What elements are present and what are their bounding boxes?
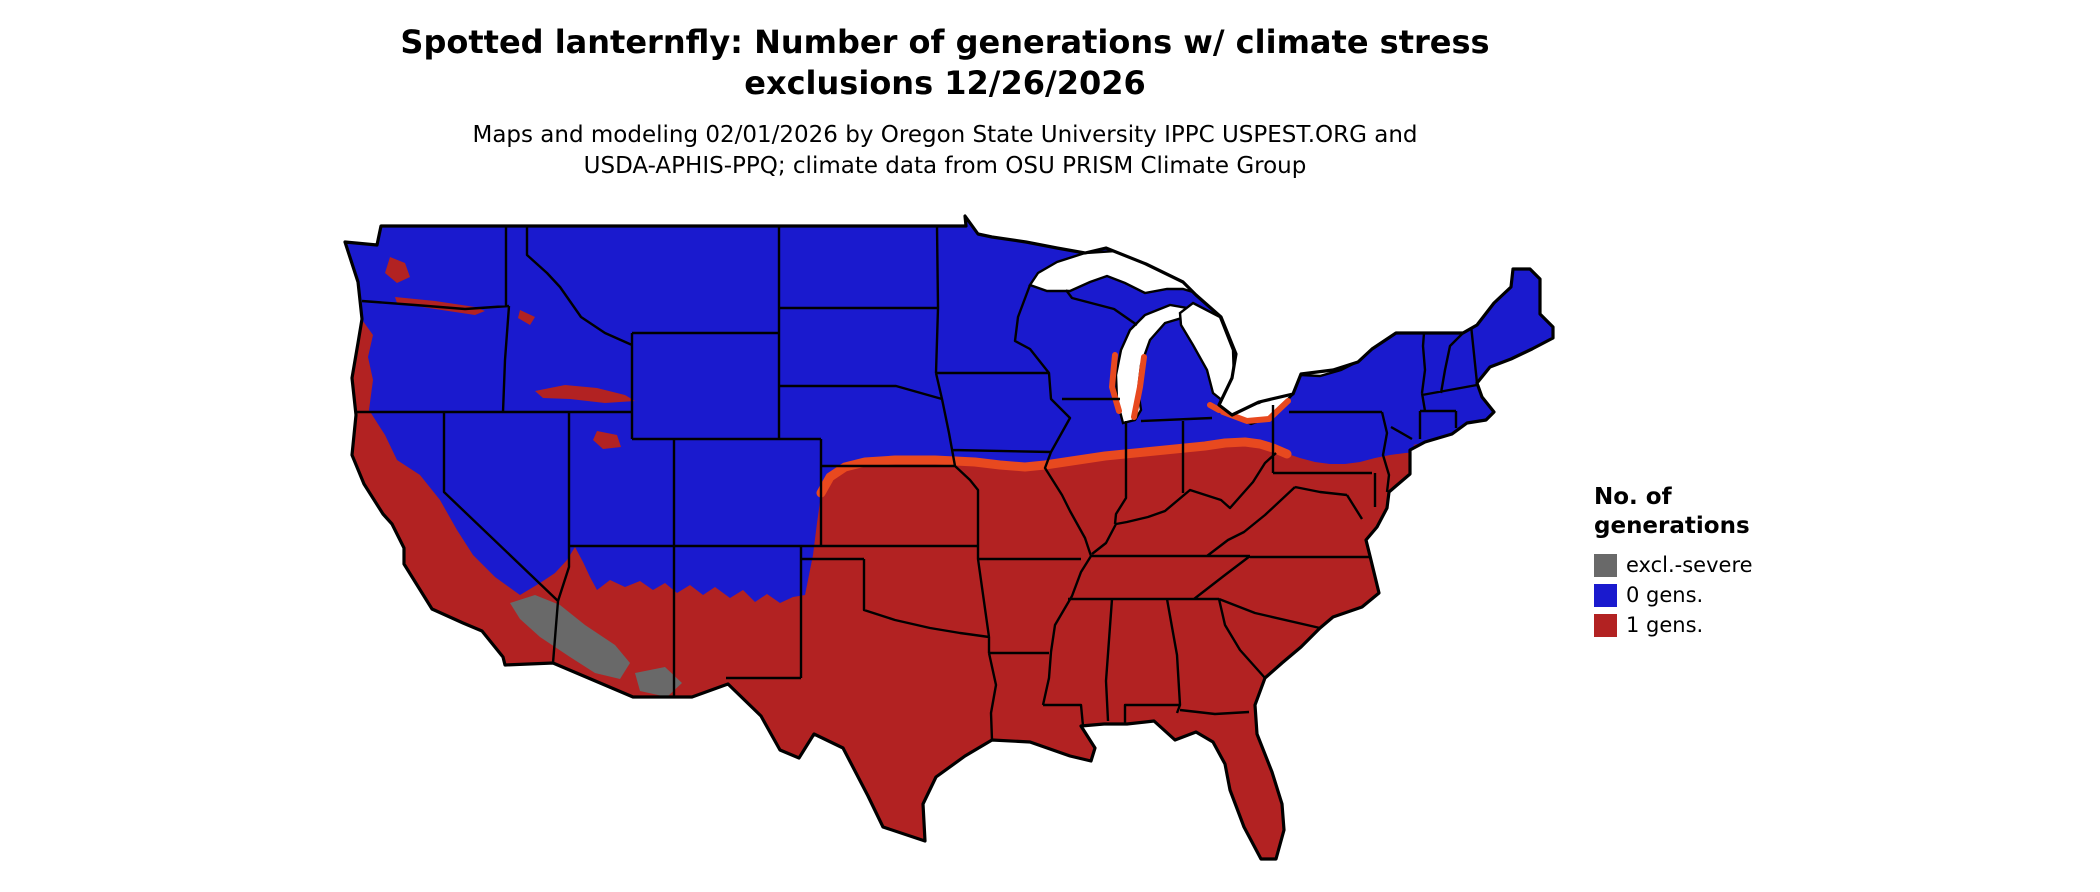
legend: No. of generations excl.-severe 0 gens. … (1594, 483, 1854, 643)
map-title-line2: exclusions 12/26/2026 (744, 63, 1146, 102)
legend-item-excl-severe: excl.-severe (1594, 553, 1854, 579)
legend-label-zero-gens: 0 gens. (1626, 583, 1704, 607)
lake-superior (1028, 249, 1194, 295)
legend-title-line1: No. of (1594, 484, 1672, 510)
transition-band (816, 437, 1292, 498)
legend-title: No. of generations (1594, 483, 1854, 541)
legend-label-excl-severe: excl.-severe (1626, 553, 1753, 577)
legend-swatch-zero-gens (1594, 584, 1617, 607)
map-subtitle-line2: USDA-APHIS-PPQ; climate data from OSU PR… (583, 152, 1307, 179)
us-map (343, 214, 1555, 861)
legend-title-line2: generations (1594, 512, 1750, 539)
map-subtitle-line1: Maps and modeling 02/01/2026 by Oregon S… (472, 121, 1418, 148)
legend-item-one-gen: 1 gens. (1594, 613, 1854, 639)
legend-swatch-one-gen (1594, 614, 1617, 637)
transition-lakeshore (1108, 352, 1291, 425)
map-subtitle: Maps and modeling 02/01/2026 by Oregon S… (0, 120, 1890, 182)
map-title-line1: Spotted lanternfly: Number of generation… (400, 23, 1490, 61)
legend-label-one-gen: 1 gens. (1626, 613, 1704, 637)
state-borders (356, 225, 1479, 741)
map-title: Spotted lanternfly: Number of generation… (0, 22, 1890, 104)
region-excluded-severe (510, 595, 682, 697)
us-outline (343, 214, 1555, 861)
legend-swatch-excl-severe (1594, 554, 1617, 577)
legend-item-zero-gens: 0 gens. (1594, 583, 1854, 609)
map-container (335, 205, 1555, 875)
map-header: Spotted lanternfly: Number of generation… (0, 22, 1890, 182)
